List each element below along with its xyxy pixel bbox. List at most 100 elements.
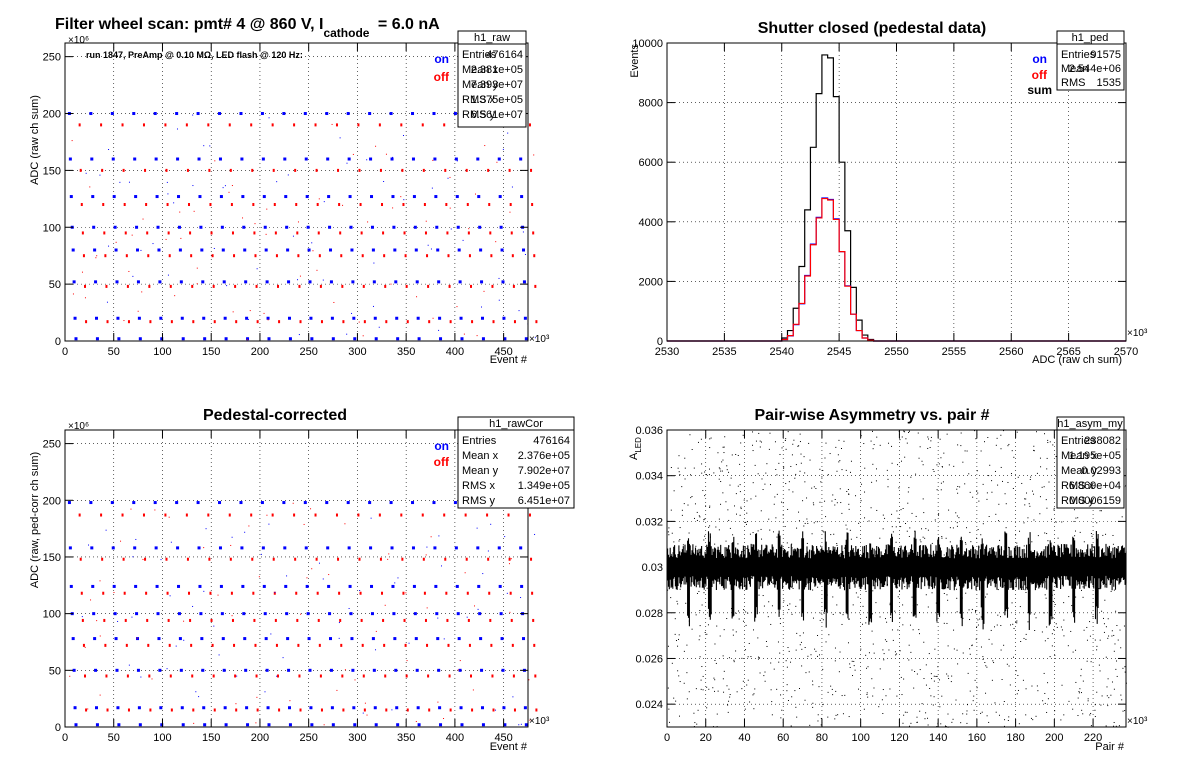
scatter-point-stray xyxy=(130,508,132,510)
scatter-point-off xyxy=(188,203,191,207)
scatter-point-off xyxy=(210,618,213,622)
x-tick-label: 180 xyxy=(1006,732,1024,744)
panel-cor-stat-value: 476164 xyxy=(533,435,570,447)
x-tick-label: 2545 xyxy=(827,346,851,358)
scatter-point xyxy=(896,510,898,512)
scatter-point-stray xyxy=(518,724,520,726)
scatter-point-stray xyxy=(99,635,101,637)
scatter-point-stray xyxy=(520,597,522,599)
scatter-point xyxy=(1001,678,1003,680)
scatter-point xyxy=(757,530,759,532)
scatter-point-off xyxy=(378,513,381,517)
scatter-point xyxy=(980,450,982,452)
scatter-point-stray xyxy=(438,535,440,537)
scatter-point xyxy=(908,431,910,433)
scatter-point xyxy=(865,622,867,624)
scatter-point-on xyxy=(411,546,415,550)
scatter-point xyxy=(929,687,931,689)
x-tick-label: 350 xyxy=(397,346,415,358)
scatter-point-on xyxy=(478,225,482,229)
scatter-point xyxy=(812,617,814,619)
scatter-point xyxy=(1057,557,1059,559)
scatter-point xyxy=(922,464,924,466)
scatter-point xyxy=(1057,537,1059,539)
scatter-point-on xyxy=(458,668,462,672)
scatter-point xyxy=(1062,552,1064,554)
scatter-point-on xyxy=(353,723,357,727)
scatter-point xyxy=(739,463,741,465)
y-tick-label: 250 xyxy=(43,52,61,64)
panel-cor-statbox-name: h1_rawCor xyxy=(489,418,543,430)
scatter-point-off xyxy=(383,254,386,258)
scatter-point xyxy=(752,431,754,433)
scatter-point-off xyxy=(405,674,408,678)
x-tick-label: 2550 xyxy=(884,346,908,358)
scatter-point xyxy=(848,493,850,495)
scatter-point xyxy=(990,629,992,631)
scatter-point xyxy=(1075,681,1077,683)
scatter-point-on xyxy=(89,112,93,116)
scatter-point-stray xyxy=(152,243,154,245)
scatter-point-on xyxy=(261,157,265,161)
scatter-point-stray xyxy=(336,689,338,691)
scatter-point xyxy=(783,600,785,602)
scatter-point xyxy=(1037,566,1039,568)
scatter-point xyxy=(898,590,900,592)
scatter-point xyxy=(795,473,797,475)
scatter-point xyxy=(1016,693,1018,695)
scatter-point xyxy=(827,691,829,693)
scatter-point-stray xyxy=(232,311,234,313)
scatter-point-stray xyxy=(244,531,246,533)
scatter-point-on xyxy=(74,723,78,727)
scatter-point-on xyxy=(222,668,226,672)
scatter-point xyxy=(872,448,874,450)
scatter-point xyxy=(895,654,897,656)
scatter-point-off xyxy=(426,254,429,258)
scatter-point xyxy=(749,533,751,535)
panel-cor-frame xyxy=(64,429,529,728)
scatter-point xyxy=(1040,466,1042,468)
scatter-point xyxy=(946,622,948,624)
scatter-point xyxy=(991,679,993,681)
scatter-point xyxy=(945,537,947,539)
scatter-point xyxy=(671,532,673,534)
scatter-point xyxy=(857,596,859,598)
scatter-point xyxy=(735,650,737,652)
scatter-point-off xyxy=(210,231,213,235)
scatter-point-on xyxy=(370,584,374,588)
scatter-point xyxy=(1096,649,1098,651)
scatter-point xyxy=(900,460,902,462)
scatter-point xyxy=(1083,541,1085,543)
scatter-point xyxy=(902,624,904,626)
scatter-point-stray xyxy=(249,310,251,312)
scatter-point xyxy=(746,500,748,502)
scatter-point xyxy=(983,560,985,562)
scatter-point xyxy=(956,611,958,613)
scatter-point-stray xyxy=(328,574,330,576)
scatter-point xyxy=(947,713,949,715)
scatter-point xyxy=(887,486,889,488)
scatter-point-off xyxy=(443,123,446,127)
scatter-point-off xyxy=(228,123,231,127)
scatter-point xyxy=(943,592,945,594)
scatter-point-off xyxy=(147,643,150,647)
scatter-point-off xyxy=(145,203,148,207)
scatter-point-on xyxy=(240,546,244,550)
scatter-point xyxy=(975,609,977,611)
scatter-point xyxy=(706,686,708,688)
scatter-point-stray xyxy=(338,637,340,639)
scatter-point-off xyxy=(532,231,535,235)
scatter-point xyxy=(802,632,804,634)
scatter-point-stray xyxy=(196,283,198,285)
scatter-point-on xyxy=(176,157,180,161)
scatter-point-stray xyxy=(392,156,394,158)
panel-cor-stat-label: Mean x xyxy=(462,450,499,462)
panel-cor-title: Pedestal-corrected xyxy=(203,407,347,424)
scatter-point-stray xyxy=(358,321,360,323)
scatter-point xyxy=(780,717,782,719)
scatter-point-on xyxy=(219,195,223,199)
scatter-point xyxy=(882,514,884,516)
scatter-point-off xyxy=(149,320,152,324)
scatter-point xyxy=(1078,692,1080,694)
scatter-point xyxy=(798,688,800,690)
